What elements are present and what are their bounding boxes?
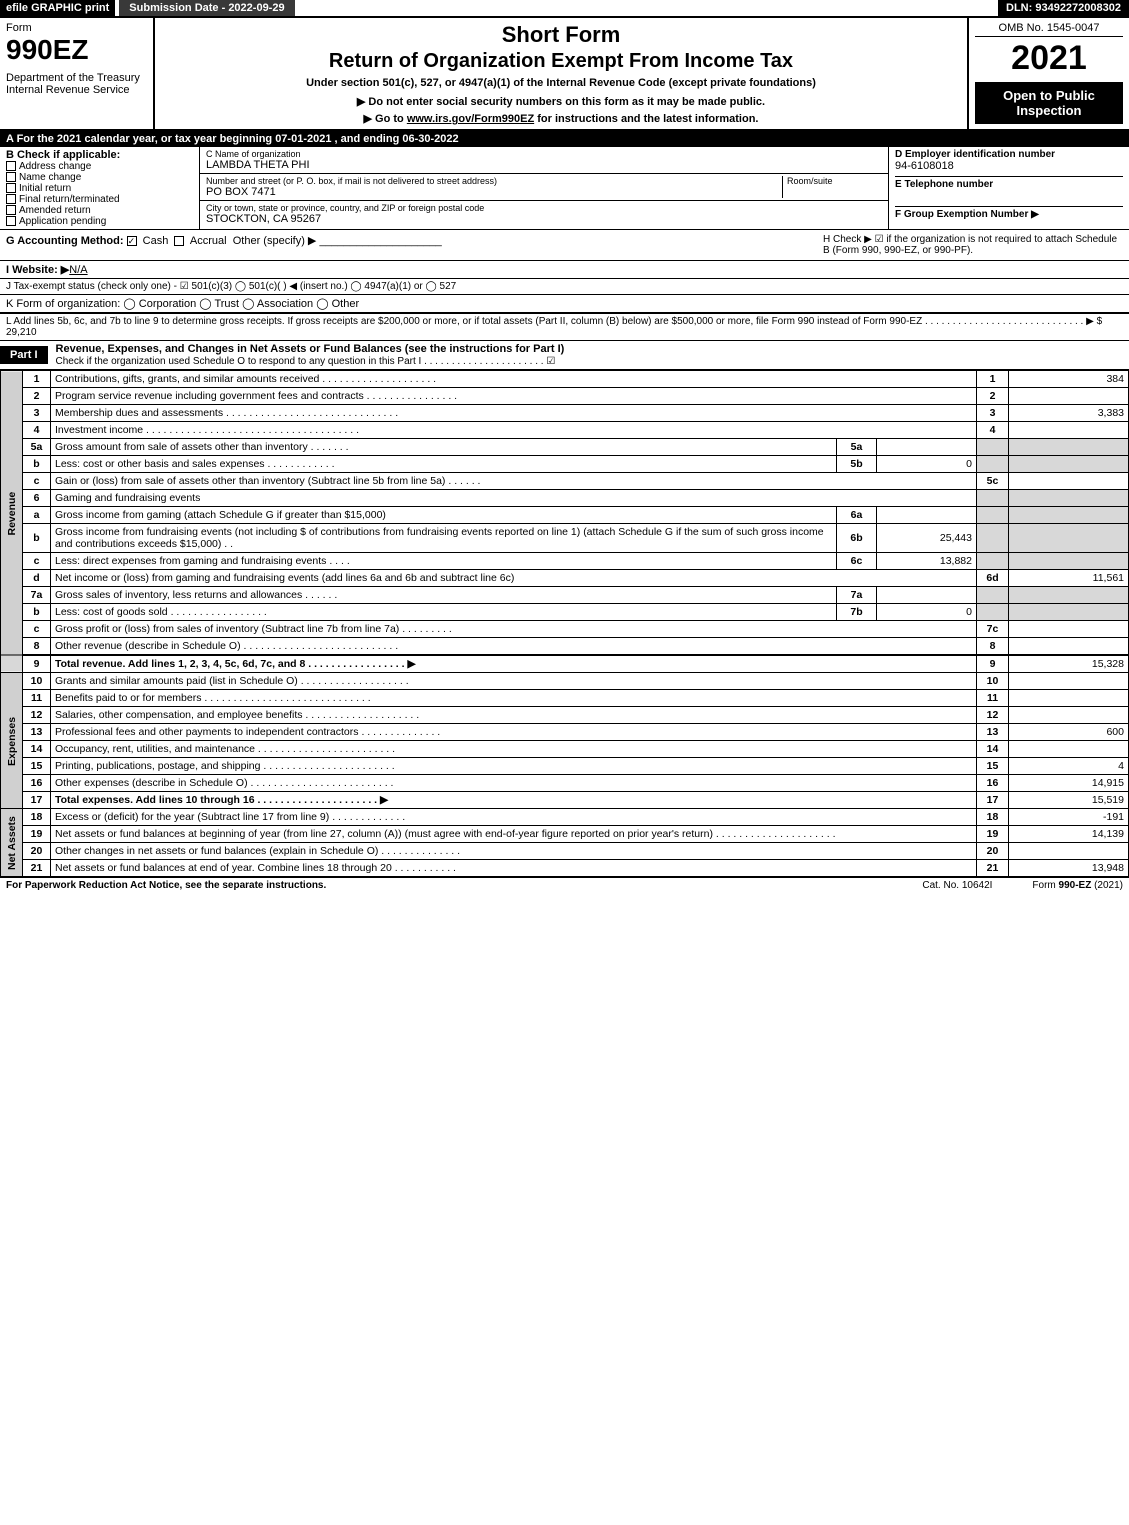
footer-cat: Cat. No. 10642I: [922, 880, 992, 891]
open-to-public: Open to Public Inspection: [975, 82, 1123, 124]
gross-receipts: 29,210: [6, 327, 37, 338]
subtitle: Under section 501(c), 527, or 4947(a)(1)…: [163, 77, 959, 89]
chk-amended-return[interactable]: Amended return: [6, 205, 193, 216]
section-c: C Name of organization LAMBDA THETA PHI …: [200, 147, 889, 229]
chk-initial-return[interactable]: Initial return: [6, 183, 193, 194]
part-1-table: Revenue 1 Contributions, gifts, grants, …: [0, 370, 1129, 877]
header-right: OMB No. 1545-0047 2021 Open to Public In…: [969, 18, 1129, 129]
section-b: B Check if applicable: Address change Na…: [0, 147, 200, 229]
form-header: Form 990EZ Department of the Treasury In…: [0, 18, 1129, 131]
footer-left: For Paperwork Reduction Act Notice, see …: [6, 880, 326, 891]
header-center: Short Form Return of Organization Exempt…: [155, 18, 969, 129]
header-left: Form 990EZ Department of the Treasury In…: [0, 18, 155, 129]
chk-name-change[interactable]: Name change: [6, 172, 193, 183]
entity-section: B Check if applicable: Address change Na…: [0, 147, 1129, 230]
ein-value: 94-6108018: [895, 160, 1123, 172]
line-g: G Accounting Method: Cash Accrual Other …: [6, 234, 442, 256]
short-form-title: Short Form: [163, 22, 959, 48]
group-exemption-label: F Group Exemption Number ▶: [895, 206, 1123, 220]
line-11-value: [1009, 690, 1129, 707]
line-a-tax-year: A For the 2021 calendar year, or tax yea…: [0, 131, 1129, 147]
main-title: Return of Organization Exempt From Incom…: [163, 50, 959, 73]
chk-cash[interactable]: [127, 236, 137, 246]
line-14-value: [1009, 741, 1129, 758]
line-5b-value: 0: [877, 456, 977, 473]
footer: For Paperwork Reduction Act Notice, see …: [0, 877, 1129, 893]
line-21-value: 13,948: [1009, 860, 1129, 877]
part-1-label: Part I: [0, 346, 48, 364]
netassets-side-label: Net Assets: [1, 809, 23, 877]
chk-final-return[interactable]: Final return/terminated: [6, 194, 193, 205]
org-name: LAMBDA THETA PHI: [206, 159, 882, 171]
line-10-value: [1009, 673, 1129, 690]
street-label: Number and street (or P. O. box, if mail…: [206, 176, 782, 186]
line-g-h: G Accounting Method: Cash Accrual Other …: [0, 230, 1129, 261]
department: Department of the Treasury Internal Reve…: [6, 72, 147, 96]
expenses-side-label: Expenses: [1, 673, 23, 809]
part-1-header: Part I Revenue, Expenses, and Changes in…: [0, 341, 1129, 370]
line-5a-value: [877, 439, 977, 456]
line-13-value: 600: [1009, 724, 1129, 741]
chk-application-pending[interactable]: Application pending: [6, 216, 193, 227]
dln: DLN: 93492272008302: [998, 0, 1129, 16]
line-4-value: [1009, 422, 1129, 439]
section-d: D Employer identification number 94-6108…: [889, 147, 1129, 229]
room-label: Room/suite: [787, 176, 882, 186]
form-word: Form: [6, 22, 147, 34]
phone-label: E Telephone number: [895, 176, 1123, 190]
efile-label: efile GRAPHIC print: [0, 0, 115, 16]
line-1-value: 384: [1009, 371, 1129, 388]
line-20-value: [1009, 843, 1129, 860]
notice-link: ▶ Go to www.irs.gov/Form990EZ for instru…: [163, 112, 959, 125]
line-2-value: [1009, 388, 1129, 405]
line-19-value: 14,139: [1009, 826, 1129, 843]
line-18-value: -191: [1009, 809, 1129, 826]
chk-address-change[interactable]: Address change: [6, 161, 193, 172]
line-3-value: 3,383: [1009, 405, 1129, 422]
tax-year: 2021: [975, 39, 1123, 78]
line-17-value: 15,519: [1009, 792, 1129, 809]
city-label: City or town, state or province, country…: [206, 203, 882, 213]
line-7b-value: 0: [877, 604, 977, 621]
submission-date: Submission Date - 2022-09-29: [119, 0, 294, 16]
footer-right: Form 990-EZ (2021): [1032, 880, 1123, 891]
line-6b-value: 25,443: [877, 524, 977, 553]
street: PO BOX 7471: [206, 186, 782, 198]
line-8-value: [1009, 638, 1129, 656]
irs-link[interactable]: www.irs.gov/Form990EZ: [407, 113, 534, 125]
line-l: L Add lines 5b, 6c, and 7b to line 9 to …: [0, 314, 1129, 341]
line-5c-value: [1009, 473, 1129, 490]
org-name-label: C Name of organization: [206, 149, 882, 159]
city: STOCKTON, CA 95267: [206, 213, 882, 225]
line-6c-value: 13,882: [877, 553, 977, 570]
top-bar: efile GRAPHIC print Submission Date - 20…: [0, 0, 1129, 18]
line-j: J Tax-exempt status (check only one) - ☑…: [0, 279, 1129, 295]
line-7c-value: [1009, 621, 1129, 638]
line-7a-value: [877, 587, 977, 604]
line-15-value: 4: [1009, 758, 1129, 775]
revenue-side-label: Revenue: [1, 371, 23, 656]
line-12-value: [1009, 707, 1129, 724]
line-6a-value: [877, 507, 977, 524]
line-i: I Website: ▶N/A: [0, 261, 1129, 279]
line-k: K Form of organization: ◯ Corporation ◯ …: [0, 295, 1129, 314]
part-1-title: Revenue, Expenses, and Changes in Net As…: [48, 341, 1129, 369]
line-9-value: 15,328: [1009, 655, 1129, 673]
form-number: 990EZ: [6, 34, 147, 66]
line-h: H Check ▶ ☑ if the organization is not r…: [823, 234, 1123, 256]
website-value: N/A: [69, 264, 87, 276]
chk-accrual[interactable]: [174, 236, 184, 246]
section-b-label: B Check if applicable:: [6, 149, 193, 161]
notice-ssn: ▶ Do not enter social security numbers o…: [163, 95, 959, 108]
line-16-value: 14,915: [1009, 775, 1129, 792]
omb-number: OMB No. 1545-0047: [975, 22, 1123, 37]
ein-label: D Employer identification number: [895, 149, 1123, 160]
line-6d-value: 11,561: [1009, 570, 1129, 587]
